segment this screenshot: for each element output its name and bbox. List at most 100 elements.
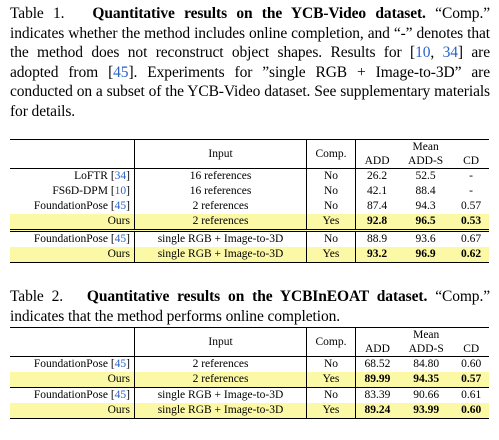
add-cell: 87.4 xyxy=(366,200,388,212)
method-cell: FoundationPose [45] xyxy=(10,387,135,403)
input-cell: 2 references xyxy=(134,372,307,388)
table-row-ours: Ours single RGB + Image-to-3D Yes 89.24 … xyxy=(10,403,489,419)
table1: Input Comp. Mean ADD ADD-S CD LoFTR [34]… xyxy=(10,139,489,263)
adds-cell: 94.35 xyxy=(398,372,454,388)
citation-link[interactable]: 45 xyxy=(114,233,127,245)
table2-header-row-2: ADD ADD-S CD xyxy=(10,342,489,357)
table1-header-adds: ADD-S xyxy=(408,155,444,167)
table2-header-comp: Comp. xyxy=(306,327,356,357)
table2-header-adds: ADD-S xyxy=(408,343,444,355)
table-row-ours: Ours single RGB + Image-to-3D Yes 93.2 9… xyxy=(10,247,489,263)
method-cell: Ours xyxy=(10,214,135,231)
table2-header-mean: Mean xyxy=(398,327,454,342)
add-cell: 68.52 xyxy=(355,356,399,372)
table2-header-cd: CD xyxy=(463,343,480,355)
adds-cell: 96.5 xyxy=(398,214,454,231)
comp-cell: No xyxy=(306,229,356,247)
add-cell: 26.2 xyxy=(355,168,399,184)
cd-cell: 0.57 xyxy=(453,372,489,388)
table2-caption-label: Table 2. xyxy=(10,288,64,305)
input-cell: 2 references xyxy=(134,356,307,372)
input-cell: 16 references xyxy=(134,184,307,199)
adds-cell: 93.99 xyxy=(398,403,454,419)
citation-link[interactable]: 10 xyxy=(415,44,431,62)
adds-cell: 94.3 xyxy=(415,200,436,212)
add-cell: 93.2 xyxy=(355,247,399,263)
table1-caption-text-1: “Comp.” indicates whether the method inc… xyxy=(10,5,491,62)
table1-caption-title: Quantitative results on the YCB-Video da… xyxy=(92,5,426,22)
table1-header-input: Input xyxy=(134,139,307,169)
citation-link[interactable]: 45 xyxy=(114,389,127,401)
input-cell: single RGB + Image-to-3D xyxy=(134,403,307,419)
adds-cell: 52.5 xyxy=(398,168,454,184)
comp-cell: No xyxy=(306,168,356,184)
method-cell: Ours xyxy=(10,403,135,419)
add-cell: 83.39 xyxy=(355,387,399,403)
adds-cell: 93.6 xyxy=(398,229,454,247)
citation-link[interactable]: 34 xyxy=(114,170,127,182)
table1-caption-text-4: ]. Experiments for ”single RGB + Image-t… xyxy=(10,63,490,120)
citation-link[interactable]: 10 xyxy=(114,185,127,197)
add-cell: 89.99 xyxy=(355,372,399,388)
method-cell: FoundationPose [45] xyxy=(10,356,135,372)
table2-header-row: Input Comp. Mean xyxy=(10,327,489,357)
table1-header-cd-spacer xyxy=(355,139,399,154)
citation-link[interactable]: 45 xyxy=(114,200,127,212)
table1-header-cd: CD xyxy=(463,155,480,167)
method-name: FoundationPose xyxy=(33,233,108,245)
table2-header-input: Input xyxy=(134,327,307,357)
table-row: FoundationPose [45] single RGB + Image-t… xyxy=(10,229,489,247)
input-cell: 2 references xyxy=(134,214,307,231)
add-cell: 88.9 xyxy=(355,229,399,247)
table1-caption-text-3: ] are adopted from [ xyxy=(10,44,490,81)
method-name: FS6D-DPM xyxy=(52,185,108,197)
table2-header-spacer xyxy=(453,327,489,342)
cd-cell: 0.67 xyxy=(453,229,489,247)
table-row: FoundationPose [45] 2 references No 68.5… xyxy=(10,356,489,372)
input-cell: 2 references xyxy=(134,199,307,214)
table1-header-row: Input Comp. Mean xyxy=(10,139,489,169)
table2-caption-title: Quantitative results on the YCBInEOAT da… xyxy=(86,288,428,305)
comp-cell: No xyxy=(306,184,356,199)
method-cell: LoFTR [34] xyxy=(10,168,135,184)
citation-link[interactable]: 45 xyxy=(113,63,129,81)
adds-cell: 96.9 xyxy=(398,247,454,263)
comp-cell: No xyxy=(306,387,356,403)
table2-header-method xyxy=(10,327,135,357)
adds-cell: 84.80 xyxy=(398,356,454,372)
table1-caption: Table 1. Quantitative results on the YCB… xyxy=(10,4,490,122)
method-name: FoundationPose xyxy=(33,358,108,370)
input-cell: 16 references xyxy=(134,168,307,184)
cd-cell: 0.62 xyxy=(453,247,489,263)
adds-cell: 90.66 xyxy=(398,387,454,403)
table1-header-row-2: ADD ADD-S CD xyxy=(10,154,489,169)
method-cell: FoundationPose [45] xyxy=(10,229,135,247)
method-cell: FoundationPose [45] xyxy=(33,200,130,212)
input-cell: single RGB + Image-to-3D xyxy=(134,247,307,263)
table2-header-spacer xyxy=(355,327,399,342)
table1-header-comp: Comp. xyxy=(306,139,356,169)
add-cell: 89.24 xyxy=(355,403,399,419)
comp-cell: Yes xyxy=(306,403,356,419)
cd-cell: - xyxy=(469,185,473,197)
table2-caption-text: “Comp.” indicates that the method perfor… xyxy=(10,288,491,325)
cd-cell: 0.53 xyxy=(453,214,489,231)
table-row-ours: Ours 2 references Yes 92.8 96.5 0.53 xyxy=(10,214,489,231)
table-row: LoFTR [34] 16 references No 26.2 52.5 - xyxy=(10,168,489,184)
comp-cell: Yes xyxy=(306,247,356,263)
table1-caption-label: Table 1. xyxy=(10,5,65,22)
method-cell: Ours xyxy=(10,247,135,263)
table2: Input Comp. Mean ADD ADD-S CD Foundation… xyxy=(10,327,489,419)
cd-cell: - xyxy=(453,168,489,184)
cd-cell: 0.60 xyxy=(453,403,489,419)
method-name: FoundationPose xyxy=(33,389,108,401)
add-cell: 42.1 xyxy=(366,185,388,197)
table1-header-spacer xyxy=(453,139,489,154)
citation-link[interactable]: 34 xyxy=(442,44,458,62)
input-cell: single RGB + Image-to-3D xyxy=(134,229,307,247)
method-cell: Ours xyxy=(10,372,135,388)
table-row: FoundationPose [45] 2 references No 87.4… xyxy=(10,199,489,214)
table1-header-method xyxy=(10,139,135,169)
citation-link[interactable]: 45 xyxy=(114,358,127,370)
table1-header-add: ADD xyxy=(364,155,390,167)
